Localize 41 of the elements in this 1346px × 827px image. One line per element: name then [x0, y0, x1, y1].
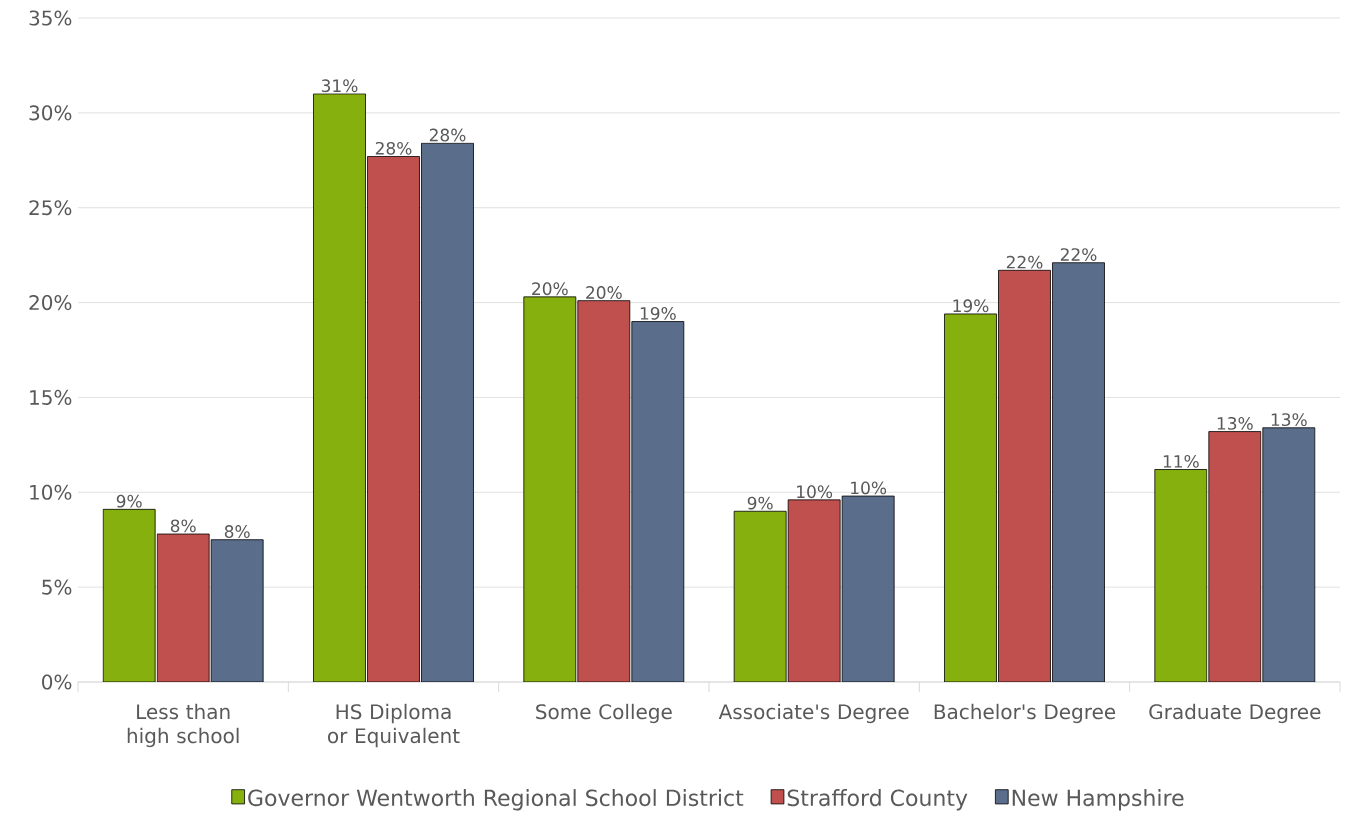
y-tick-label: 35%: [29, 10, 72, 26]
data-label: 10%: [797, 485, 833, 499]
data-label: 20%: [532, 282, 568, 296]
data-label: 9%: [116, 494, 142, 508]
data-label: 13%: [1217, 416, 1253, 430]
bar: [631, 321, 685, 682]
x-tick-label: Graduate Degree: [1149, 703, 1321, 724]
x-tick-label: HS Diploma or Equivalent: [328, 703, 460, 748]
data-label: 9%: [747, 496, 773, 510]
bar: [1262, 427, 1316, 682]
y-tick-label: 25%: [29, 200, 72, 216]
data-label: 19%: [953, 299, 989, 313]
y-tick-label: 10%: [30, 484, 72, 500]
y-tick-label: 0%: [42, 674, 72, 690]
y-tick-label: 5%: [42, 579, 72, 595]
x-tick-label: Associate's Degree: [718, 703, 909, 724]
data-label: 22%: [1006, 255, 1043, 269]
data-label: 31%: [321, 79, 358, 93]
bar: [421, 142, 474, 682]
y-tick-label: 20%: [29, 295, 72, 311]
bar: [841, 495, 895, 682]
y-tick-label: 30%: [29, 105, 72, 121]
data-label: 10%: [851, 481, 887, 495]
x-tick-label: Some College: [536, 703, 672, 724]
data-label: 20%: [586, 286, 622, 299]
x-tick-label: Bachelor's Degree: [934, 703, 1116, 724]
data-label: 19%: [640, 306, 676, 320]
data-label: 13%: [1271, 413, 1307, 427]
legend-label: Governor Wentworth Regional School District: [248, 789, 744, 811]
legend-label: New Hampshire: [1012, 789, 1184, 811]
x-tick-label: Less than high school: [127, 703, 239, 748]
bar: [1052, 262, 1105, 682]
data-label: 22%: [1060, 248, 1097, 261]
y-tick-label: 15%: [30, 389, 72, 405]
data-label: 11%: [1163, 454, 1199, 468]
data-label: 8%: [224, 525, 250, 538]
data-label: 28%: [429, 128, 466, 142]
legend-label: Strafford County: [787, 789, 968, 811]
data-label: 28%: [375, 141, 412, 155]
bar: [210, 539, 264, 682]
data-label: 8%: [170, 519, 196, 533]
